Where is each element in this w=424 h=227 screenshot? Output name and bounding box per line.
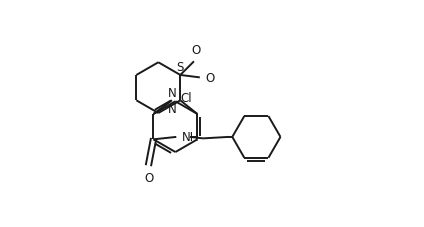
Text: S: S <box>177 61 184 74</box>
Text: NH: NH <box>182 131 200 144</box>
Text: O: O <box>205 72 215 84</box>
Text: N: N <box>167 86 176 99</box>
Text: Cl: Cl <box>181 92 192 105</box>
Text: O: O <box>144 171 153 184</box>
Text: O: O <box>191 44 201 57</box>
Text: N: N <box>168 103 177 116</box>
